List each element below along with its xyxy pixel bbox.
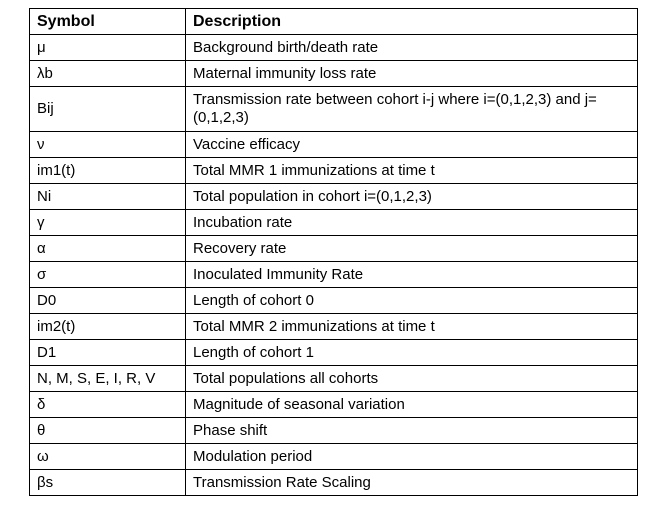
description-cell: Transmission Rate Scaling: [185, 469, 638, 496]
description-cell: Modulation period: [185, 443, 638, 470]
symbol-cell: ν: [29, 131, 186, 158]
description-cell: Magnitude of seasonal variation: [185, 391, 638, 418]
description-cell: Transmission rate between cohort i-j whe…: [185, 86, 638, 132]
symbol-cell: α: [29, 235, 186, 262]
table-row: ν Vaccine efficacy: [29, 131, 638, 158]
table-row: σ Inoculated Immunity Rate: [29, 261, 638, 288]
header-symbol: Symbol: [29, 8, 186, 35]
symbol-cell: μ: [29, 34, 186, 61]
table-row: βs Transmission Rate Scaling: [29, 469, 638, 496]
header-description: Description: [185, 8, 638, 35]
symbol-cell: N, M, S, E, I, R, V: [29, 365, 186, 392]
table-row: γ Incubation rate: [29, 209, 638, 236]
description-cell: Total MMR 1 immunizations at time t: [185, 157, 638, 184]
symbol-cell: λb: [29, 60, 186, 87]
table-row: Ni Total population in cohort i=(0,1,2,3…: [29, 183, 638, 210]
symbol-cell: Ni: [29, 183, 186, 210]
table-header-row: Symbol Description: [29, 8, 638, 35]
table-row: α Recovery rate: [29, 235, 638, 262]
table-row: im1(t) Total MMR 1 immunizations at time…: [29, 157, 638, 184]
symbol-cell: im2(t): [29, 313, 186, 340]
table-row: D1 Length of cohort 1: [29, 339, 638, 366]
description-cell: Length of cohort 0: [185, 287, 638, 314]
description-cell: Total population in cohort i=(0,1,2,3): [185, 183, 638, 210]
symbol-cell: D1: [29, 339, 186, 366]
symbol-cell: ω: [29, 443, 186, 470]
table-row: D0 Length of cohort 0: [29, 287, 638, 314]
description-cell: Phase shift: [185, 417, 638, 444]
table-row: im2(t) Total MMR 2 immunizations at time…: [29, 313, 638, 340]
table-row: θ Phase shift: [29, 417, 638, 444]
table-row: λb Maternal immunity loss rate: [29, 60, 638, 87]
symbol-cell: δ: [29, 391, 186, 418]
symbol-cell: γ: [29, 209, 186, 236]
symbol-cell: Bij: [29, 86, 186, 132]
symbol-cell: βs: [29, 469, 186, 496]
table-row: μ Background birth/death rate: [29, 34, 638, 61]
description-cell: Inoculated Immunity Rate: [185, 261, 638, 288]
table-row: N, M, S, E, I, R, V Total populations al…: [29, 365, 638, 392]
description-cell: Length of cohort 1: [185, 339, 638, 366]
description-cell: Background birth/death rate: [185, 34, 638, 61]
description-cell: Total populations all cohorts: [185, 365, 638, 392]
symbol-table: Symbol Description μ Background birth/de…: [29, 8, 638, 496]
description-cell: Recovery rate: [185, 235, 638, 262]
description-cell: Maternal immunity loss rate: [185, 60, 638, 87]
symbol-cell: σ: [29, 261, 186, 288]
symbol-cell: D0: [29, 287, 186, 314]
description-cell: Incubation rate: [185, 209, 638, 236]
description-cell: Vaccine efficacy: [185, 131, 638, 158]
symbol-cell: im1(t): [29, 157, 186, 184]
description-cell: Total MMR 2 immunizations at time t: [185, 313, 638, 340]
table-row: δ Magnitude of seasonal variation: [29, 391, 638, 418]
table-row: ω Modulation period: [29, 443, 638, 470]
table-row: Bij Transmission rate between cohort i-j…: [29, 86, 638, 132]
symbol-cell: θ: [29, 417, 186, 444]
